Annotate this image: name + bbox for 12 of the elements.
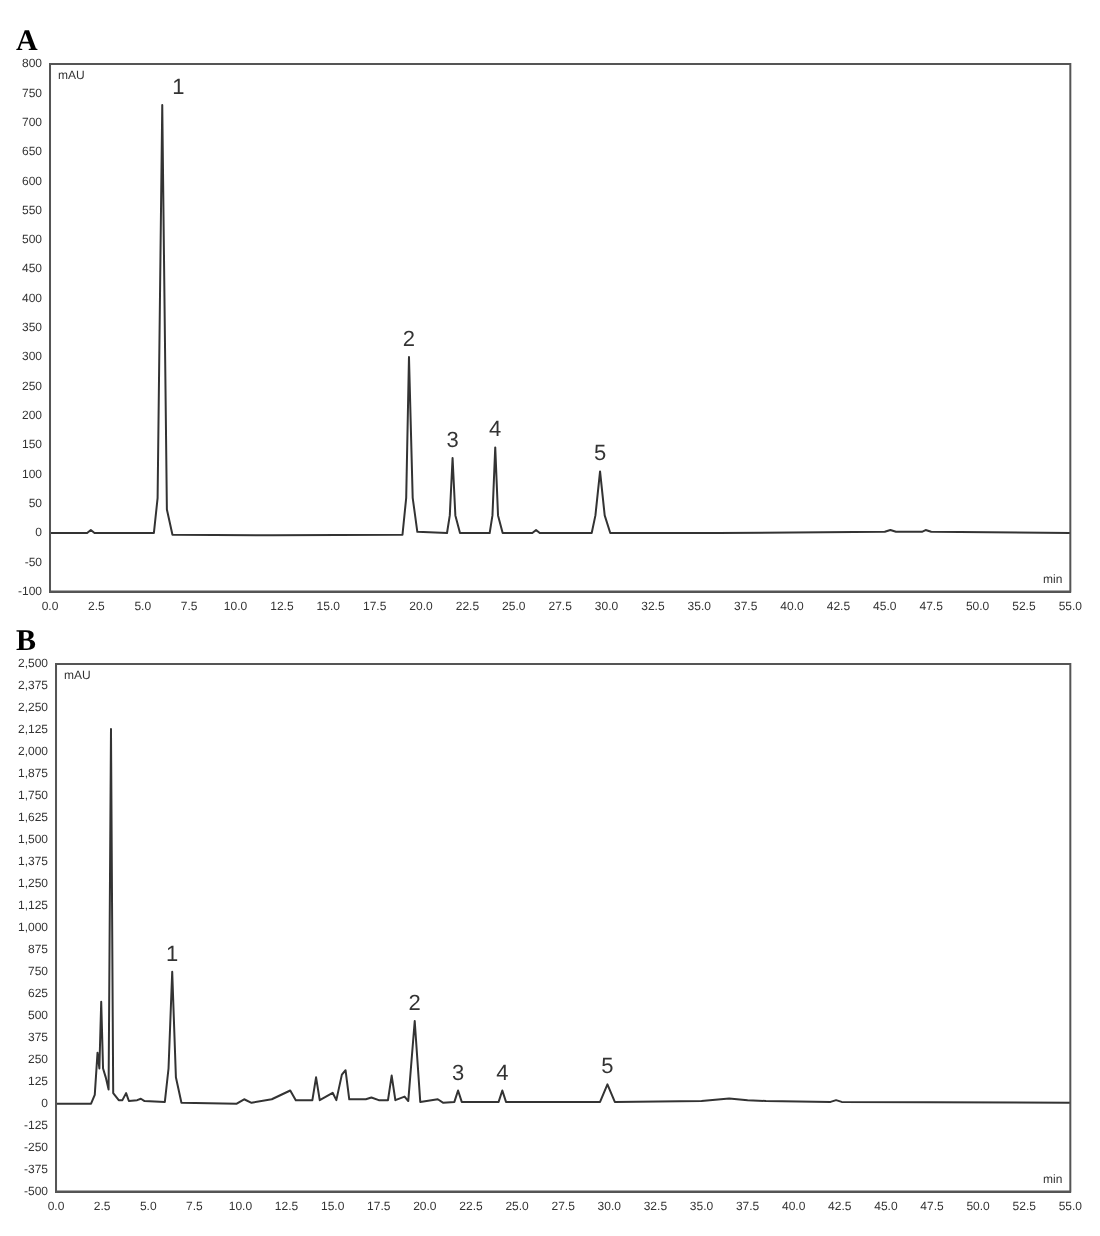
annotation: 5: [601, 1055, 614, 1080]
annotation: 2: [402, 328, 416, 353]
annotation: 1: [172, 76, 185, 101]
chart-title: A: [16, 25, 38, 58]
chart-title: B: [16, 625, 37, 658]
annotation: 5: [593, 442, 607, 467]
annotation: 1: [166, 942, 179, 967]
annotation: 2: [408, 992, 421, 1017]
annotation: 4: [489, 418, 502, 443]
annotation: 3: [451, 1061, 465, 1086]
annotation: 3: [446, 429, 459, 453]
annotation: 4: [496, 1061, 509, 1086]
